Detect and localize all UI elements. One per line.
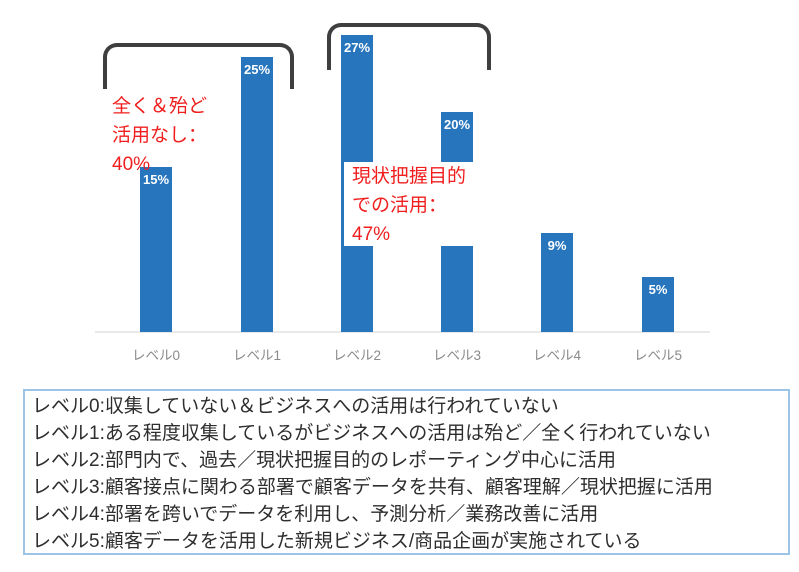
x-axis-label-3: レベル3 bbox=[432, 348, 481, 363]
x-axis-label-1: レベル1 bbox=[232, 348, 281, 363]
annotation-box-current-state: 現状把握目的 での活用： 47% bbox=[344, 162, 476, 246]
x-axis-label-2: レベル2 bbox=[332, 348, 381, 363]
bar-value-label-0: 15% bbox=[142, 172, 170, 187]
bar-level-0: 15% bbox=[140, 167, 172, 332]
bar-level-4: 9% bbox=[541, 233, 573, 332]
level-5-definition: レベル5:顧客データを活用した新規ビジネス/商品企画が実施されている bbox=[32, 531, 642, 552]
level-3-definition: レベル3:顧客接点に関わる部署で顧客データを共有、顧客理解／現状把握に活用 bbox=[32, 477, 713, 498]
bar-level-1: 25% bbox=[241, 57, 273, 332]
bracket-levels-0-1 bbox=[103, 43, 294, 89]
bracket-levels-2-3 bbox=[327, 23, 491, 70]
bar-level-5: 5% bbox=[642, 277, 674, 332]
bar-value-label-1: 25% bbox=[243, 62, 271, 77]
x-axis-label-0: レベル0 bbox=[131, 348, 180, 363]
annotation-no-utilization: 全く＆殆ど 活用なし： 40% bbox=[112, 96, 208, 175]
bar-value-label-5: 5% bbox=[648, 282, 668, 297]
annotation-current-state-utilization: 現状把握目的 での活用： 47% bbox=[352, 166, 467, 245]
level-2-definition: レベル2:部門内で、過去／現状把握目的のレポーティング中心に活用 bbox=[32, 450, 616, 471]
bar-value-label-4: 9% bbox=[547, 238, 567, 253]
level-0-definition: レベル0:収集していない＆ビジネスへの活用は行われていない bbox=[32, 396, 559, 417]
bar-value-label-2: 27% bbox=[343, 40, 371, 55]
x-axis-line bbox=[95, 331, 710, 333]
level-definitions-box: レベル0:収集していない＆ビジネスへの活用は行われていない レベル1:ある程度収… bbox=[23, 389, 790, 555]
level-4-definition: レベル4:部署を跨いでデータを利用し、予測分析／業務改善に活用 bbox=[32, 504, 599, 525]
x-axis-label-5: レベル5 bbox=[633, 348, 682, 363]
x-axis-label-4: レベル4 bbox=[532, 348, 581, 363]
level-1-definition: レベル1:ある程度収集しているがビジネスへの活用は殆ど／全く行われていない bbox=[32, 423, 711, 444]
bar-value-label-3: 20% bbox=[443, 117, 471, 132]
